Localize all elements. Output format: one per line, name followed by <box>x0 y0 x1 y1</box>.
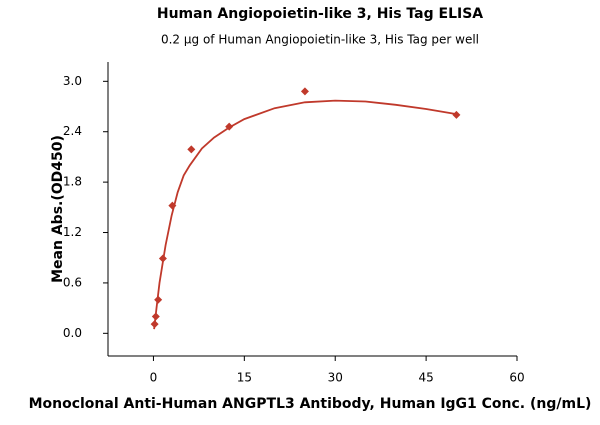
data-point <box>151 312 160 321</box>
data-point <box>300 87 309 96</box>
x-tick-label: 45 <box>418 371 433 385</box>
data-point <box>154 295 163 304</box>
data-point <box>168 201 177 210</box>
x-tick-label: 60 <box>509 371 524 385</box>
data-point <box>187 145 196 154</box>
y-tick-label: 3.0 <box>63 74 82 88</box>
x-tick-label: 15 <box>237 371 252 385</box>
x-tick-label: 30 <box>328 371 343 385</box>
x-tick-label: 0 <box>150 371 158 385</box>
y-tick-label: 1.8 <box>63 175 82 189</box>
data-point <box>150 320 159 329</box>
y-tick-label: 2.4 <box>63 124 82 138</box>
data-point <box>452 110 461 119</box>
data-point <box>158 254 167 263</box>
y-tick-label: 0.0 <box>63 326 82 340</box>
x-axis-label: Monoclonal Anti-Human ANGPTL3 Antibody, … <box>29 396 592 412</box>
y-tick-label: 0.6 <box>63 275 82 289</box>
chart-subtitle: 0.2 μg of Human Angiopoietin-like 3, His… <box>161 33 479 47</box>
fit-curve <box>153 99 457 330</box>
chart-title: Human Angiopoietin-like 3, His Tag ELISA <box>157 6 483 22</box>
y-tick-label: 1.2 <box>63 225 82 239</box>
data-point <box>225 122 234 131</box>
y-axis-label: Mean Abs.(OD450) <box>50 135 66 283</box>
